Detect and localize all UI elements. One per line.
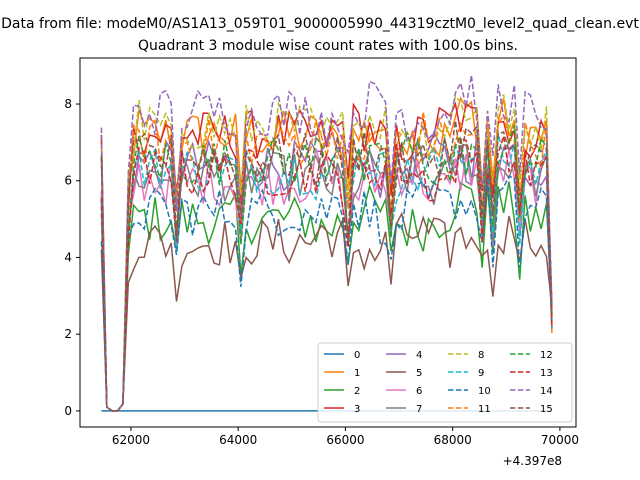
x-axis: 62000 64000 66000 68000 70000 [112, 427, 579, 447]
chart-title: Quadrant 3 module wise count rates with … [138, 38, 518, 54]
plot-area [79, 57, 577, 428]
legend-label-5: 5 [416, 368, 422, 379]
legend-label-1: 1 [354, 368, 360, 379]
x-tick-label-70000: 70000 [541, 433, 579, 447]
legend-label-13: 13 [540, 368, 553, 379]
legend-box [317, 342, 573, 423]
x-tick-label-62000: 62000 [112, 433, 150, 447]
legend-label-14: 14 [540, 386, 553, 397]
series-line-10 [100, 175, 553, 412]
legend-label-4: 4 [416, 350, 422, 361]
series-line-5 [100, 211, 553, 412]
series-line-14 [100, 75, 553, 412]
x-tick-label-66000: 66000 [326, 433, 364, 447]
legend-label-2: 2 [354, 386, 360, 397]
legend-label-10: 10 [478, 386, 491, 397]
series-line-15 [100, 120, 553, 412]
legend-label-6: 6 [416, 386, 422, 397]
y-tick-label-8: 8 [64, 97, 72, 111]
series-line-9 [100, 131, 553, 412]
figure-suptitle: Data from file: modeM0/AS1A13_059T01_900… [1, 16, 639, 32]
legend-label-3: 3 [354, 404, 360, 415]
legend-label-11: 11 [478, 404, 491, 415]
legend-label-8: 8 [478, 350, 484, 361]
series-line-12 [100, 124, 553, 412]
legend-label-7: 7 [416, 404, 422, 415]
legend-label-9: 9 [478, 368, 484, 379]
x-tick-label-68000: 68000 [434, 433, 472, 447]
y-tick-label-0: 0 [64, 404, 72, 418]
series-line-13 [100, 135, 553, 412]
y-axis: 0 2 4 6 8 [64, 97, 80, 418]
x-tick-label-64000: 64000 [219, 433, 257, 447]
axes-frame [79, 57, 577, 428]
y-tick-label-2: 2 [64, 327, 72, 341]
y-tick-label-6: 6 [64, 174, 72, 188]
legend-label-15: 15 [540, 404, 553, 415]
legend-label-0: 0 [354, 350, 360, 361]
legend-label-12: 12 [540, 350, 553, 361]
y-tick-label-4: 4 [64, 250, 72, 264]
x-axis-offset-label: +4.397e8 [503, 454, 562, 468]
series-line-8 [100, 94, 553, 412]
